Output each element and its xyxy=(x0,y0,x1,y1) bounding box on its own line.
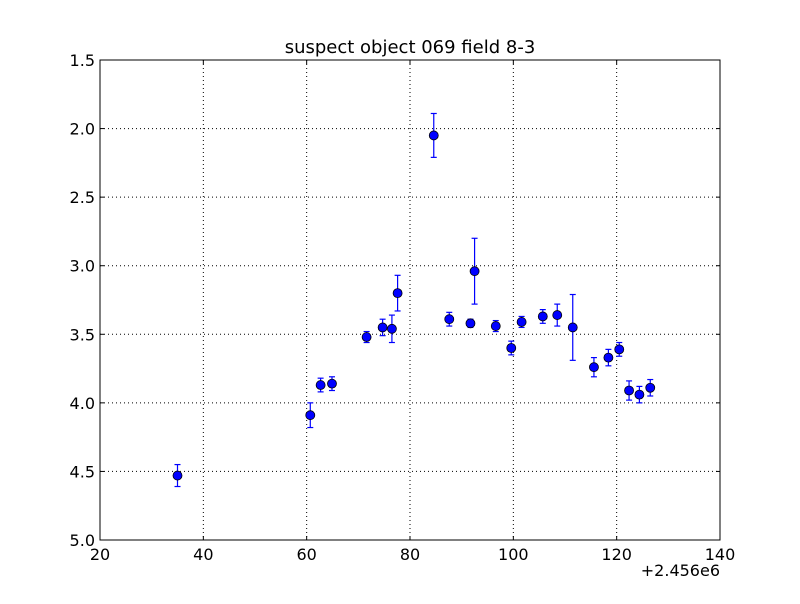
axis-ticks: 20 40 60 80 100 120 140 1.5 2.0 2.5 3.0 3.5 4.0 4.5 5.… xyxy=(70,51,736,564)
x-tick-label: 100 xyxy=(498,545,529,564)
x-axis-offset-label: +2.456e6 xyxy=(641,561,720,580)
data-point xyxy=(172,470,183,481)
data-point xyxy=(392,288,403,299)
data-point xyxy=(624,385,634,396)
x-tick-label: 60 xyxy=(296,545,316,564)
y-tick-label: 2.5 xyxy=(70,188,95,207)
data-point xyxy=(444,314,455,325)
grid-lines xyxy=(100,60,720,540)
data-markers xyxy=(172,130,656,481)
y-tick-label: 3.5 xyxy=(70,325,95,344)
x-tick-label: 40 xyxy=(193,545,213,564)
x-tick-label: 120 xyxy=(601,545,632,564)
x-tick-label: 80 xyxy=(400,545,420,564)
data-point xyxy=(516,317,527,327)
data-point xyxy=(567,322,578,333)
data-point xyxy=(603,352,614,363)
data-point xyxy=(465,318,476,329)
y-tick-label: 1.5 xyxy=(70,51,95,70)
data-point xyxy=(469,266,480,277)
data-point xyxy=(327,378,337,389)
data-point xyxy=(361,332,372,342)
x-tick-label: 20 xyxy=(90,545,110,564)
x-tick-label: 140 xyxy=(705,545,736,564)
data-point xyxy=(552,310,563,320)
y-tick-label: 2.0 xyxy=(70,120,95,139)
chart-title: suspect object 069 field 8-3 xyxy=(285,37,536,58)
data-point xyxy=(305,410,316,421)
y-tick-label: 3.0 xyxy=(70,257,95,276)
data-point xyxy=(589,362,599,373)
data-point xyxy=(315,380,326,390)
data-point xyxy=(387,323,397,334)
data-point xyxy=(377,322,388,333)
data-point xyxy=(428,130,439,141)
y-tick-label: 4.0 xyxy=(70,394,95,413)
data-point xyxy=(634,389,645,400)
data-point xyxy=(490,321,501,331)
error-bars xyxy=(174,112,654,488)
data-point xyxy=(614,344,625,355)
data-point xyxy=(645,382,656,393)
y-tick-label: 4.5 xyxy=(70,462,95,481)
y-tick-label: 5.0 xyxy=(70,531,95,550)
data-point xyxy=(537,311,548,322)
data-point xyxy=(506,343,517,353)
